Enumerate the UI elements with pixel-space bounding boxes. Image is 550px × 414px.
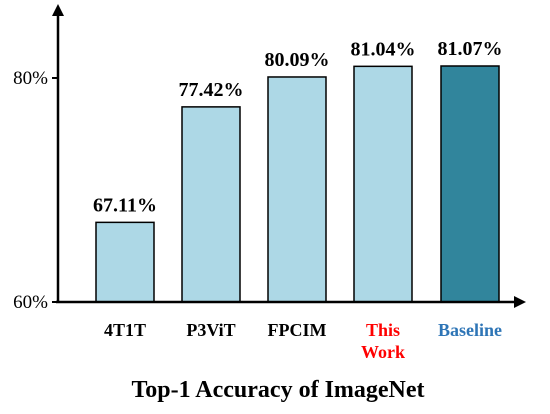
data-label-1: 77.42% — [179, 79, 244, 101]
y-ticks-group: 60% 80% — [13, 68, 58, 313]
chart-title: Top-1 Accuracy of ImageNet — [131, 377, 424, 403]
bars-group — [95, 65, 500, 303]
category-label-0: 4T1T — [104, 320, 146, 340]
y-tick-label-0: 60% — [13, 292, 48, 313]
bar-2 — [267, 76, 327, 303]
category-label-3-line-1: Work — [361, 342, 405, 362]
category-label-2: FPCIM — [268, 320, 327, 340]
data-label-0: 67.11% — [93, 194, 157, 216]
category-label-4: Baseline — [438, 320, 502, 340]
data-label-3: 81.04% — [351, 38, 416, 60]
data-labels-group: 67.11% 77.42% 80.09% 81.04% 81.07% — [93, 38, 502, 216]
bar-0 — [95, 221, 155, 303]
data-label-4: 81.07% — [438, 38, 503, 60]
category-label-1: P3ViT — [186, 320, 235, 340]
category-label-3-line-0: This — [366, 320, 400, 340]
data-label-2: 80.09% — [265, 49, 330, 71]
axes-group — [52, 4, 526, 308]
bar-4 — [440, 65, 500, 303]
bar-3 — [353, 65, 413, 303]
y-tick-label-1: 80% — [13, 68, 48, 89]
bar-1 — [181, 106, 241, 303]
